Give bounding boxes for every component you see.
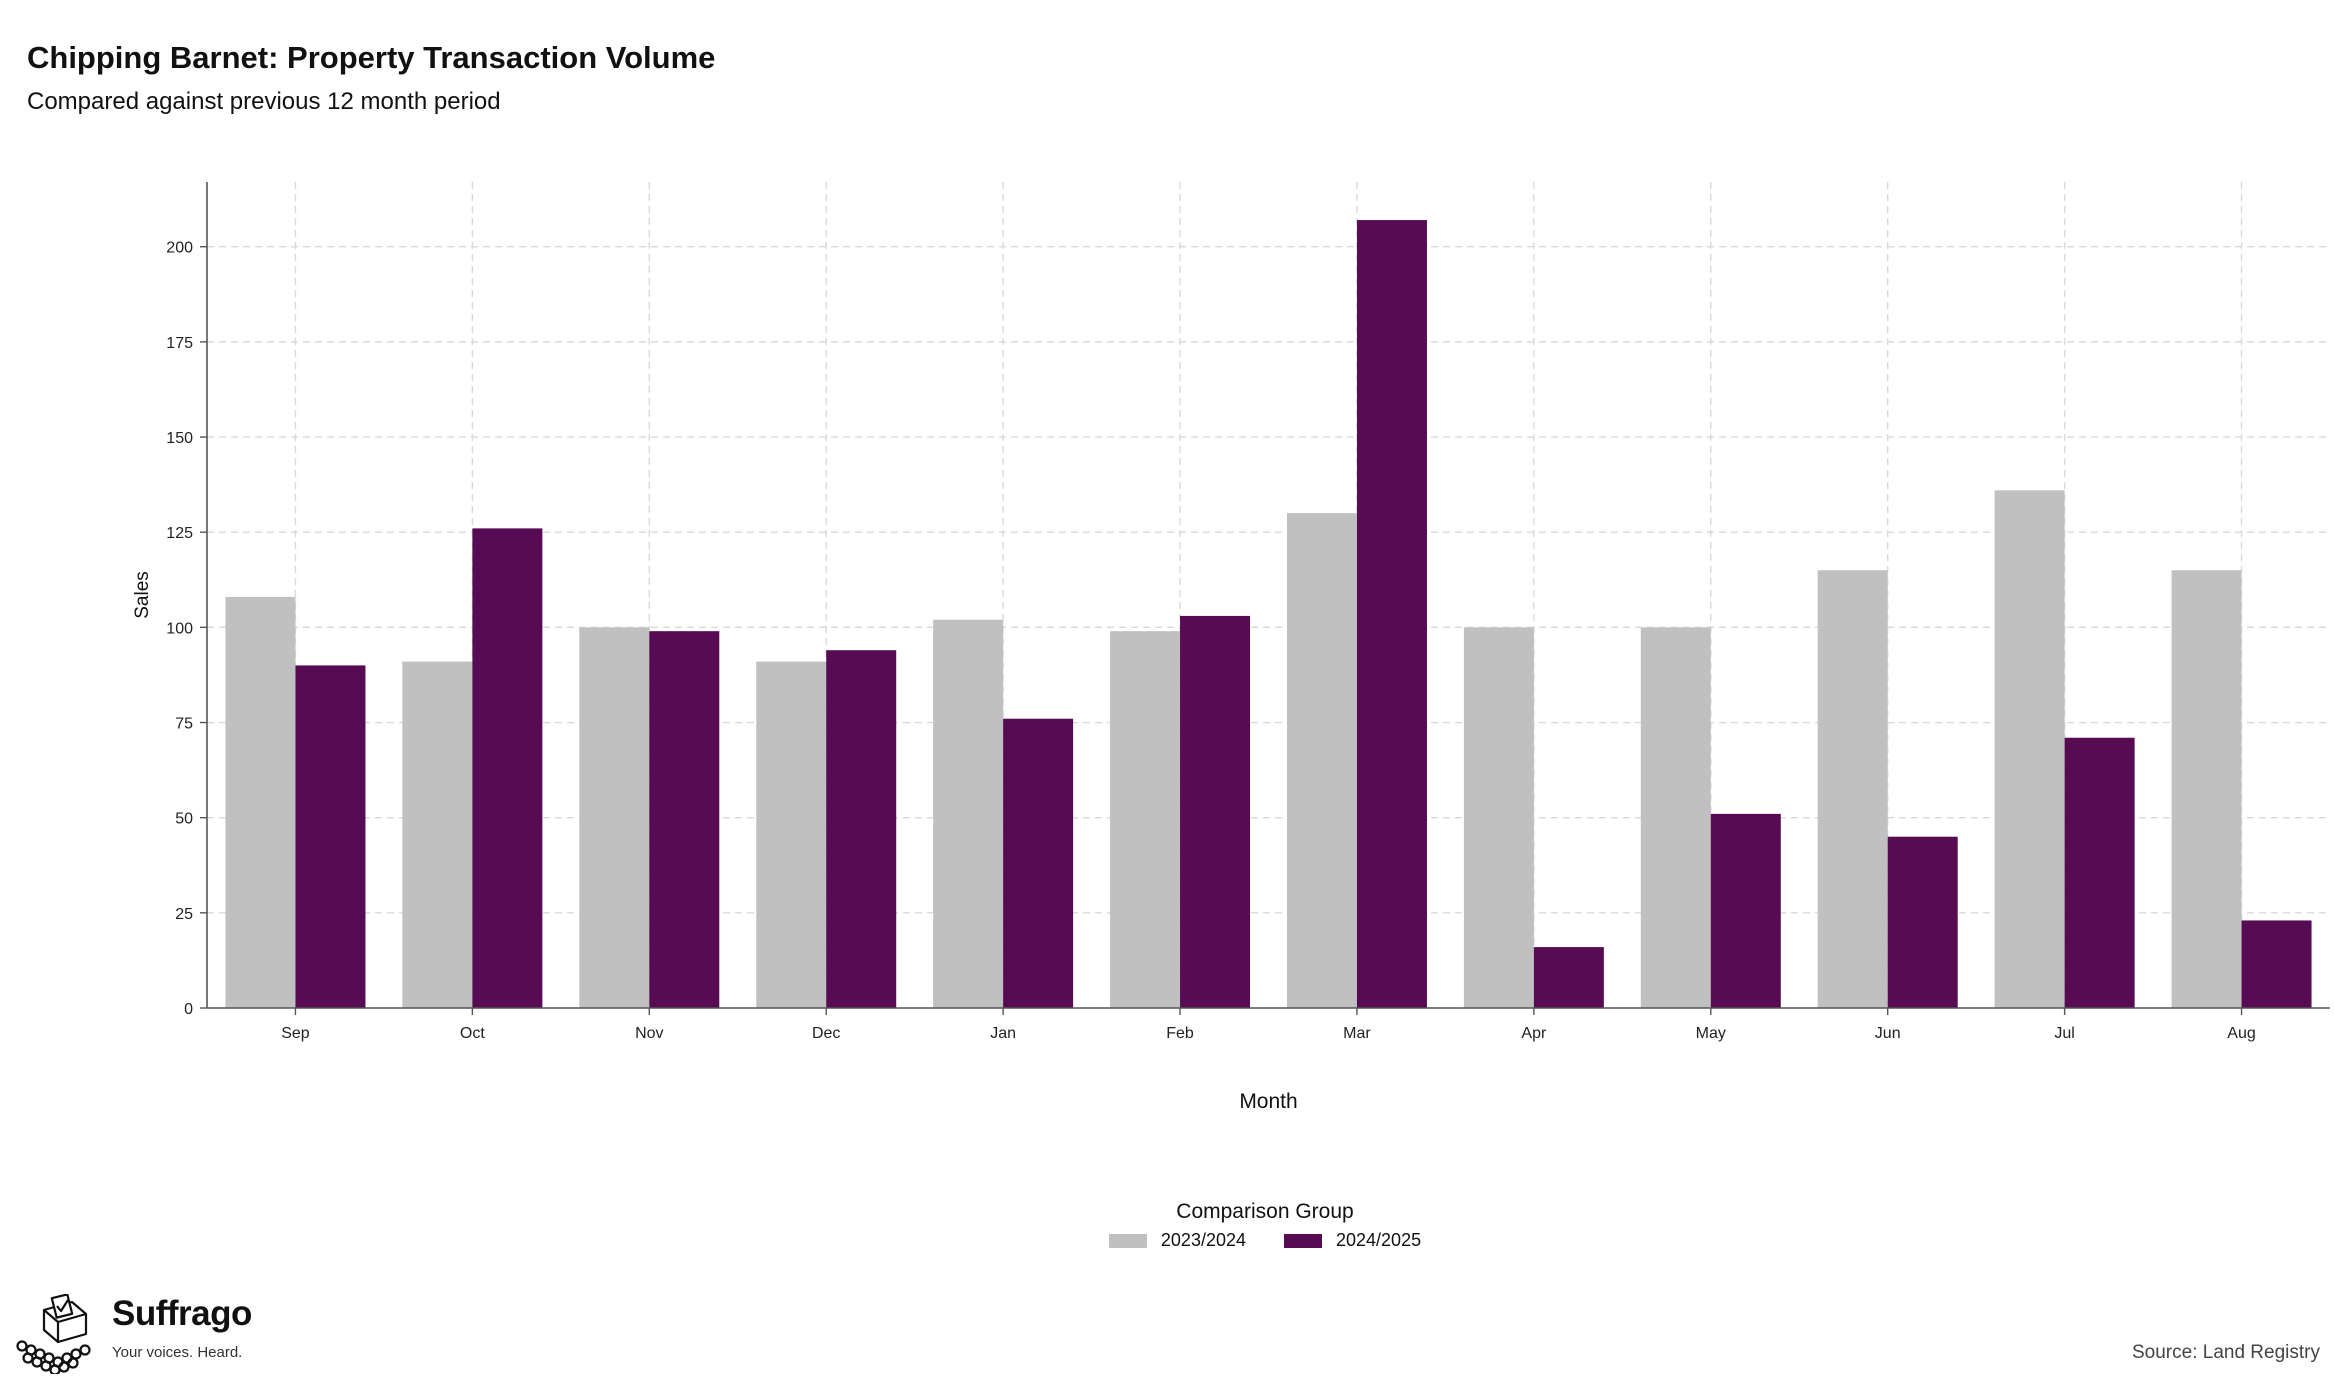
y-tick-label-200: 200 [166, 240, 193, 257]
y-tick-label-125: 125 [166, 525, 193, 542]
legend-item-2023-2024: 2023/2024 [1108, 1230, 1246, 1251]
bar-2024-2025-dec [826, 650, 897, 1008]
brand-logo: Suffrago Your voices. Heard. [14, 1294, 264, 1374]
bar-2024-2025-jun [1887, 836, 1958, 1008]
axes [200, 182, 2330, 1015]
y-tick-label-0: 0 [184, 1001, 193, 1018]
bar-2024-2025-mar [1356, 220, 1427, 1008]
chart-subtitle: Compared against previous 12 month perio… [27, 88, 501, 115]
bar-2023-2024-apr [1463, 627, 1534, 1008]
x-tick-label-jun: Jun [1875, 1025, 1901, 1042]
bar-2023-2024-mar [1286, 513, 1357, 1008]
legend-swatch-2024-2025 [1284, 1233, 1322, 1248]
bar-2024-2025-sep [295, 665, 366, 1008]
x-tick-label-mar: Mar [1343, 1025, 1371, 1042]
y-tick-label-25: 25 [175, 906, 193, 923]
x-tick-label-may: May [1696, 1025, 1726, 1042]
y-tick-label-175: 175 [166, 335, 193, 352]
brand-tagline: Your voices. Heard. [112, 1344, 243, 1361]
bar-2024-2025-oct [472, 528, 543, 1008]
y-axis-title: Sales [132, 571, 153, 619]
bar-2024-2025-aug [2241, 920, 2312, 1008]
legend-title: Comparison Group [1176, 1200, 1354, 1223]
legend-swatch-2023-2024 [1108, 1233, 1147, 1248]
x-tick-label-jul: Jul [2054, 1025, 2074, 1042]
y-tick-label-100: 100 [166, 620, 193, 637]
bar-2024-2025-apr [1533, 947, 1604, 1008]
brand-name: Suffrago [112, 1294, 252, 1333]
x-tick-label-feb: Feb [1166, 1025, 1194, 1042]
bar-2024-2025-jan [1003, 718, 1074, 1008]
legend-label-2023-2024: 2023/2024 [1160, 1230, 1246, 1250]
chart-title: Chipping Barnet: Property Transaction Vo… [27, 40, 716, 75]
bar-2023-2024-jul [1994, 490, 2065, 1008]
x-tick-label-aug: Aug [2227, 1025, 2255, 1042]
bar-2023-2024-jun [1817, 570, 1888, 1008]
bar-2024-2025-may [1710, 813, 1781, 1008]
bars [225, 220, 2312, 1008]
bar-2023-2024-feb [1110, 631, 1181, 1008]
y-tick-label-150: 150 [166, 430, 193, 447]
bar-2024-2025-jul [2064, 737, 2135, 1008]
x-tick-label-nov: Nov [635, 1025, 663, 1042]
x-tick-label-sep: Sep [281, 1025, 310, 1042]
legend-item-2024-2025: 2024/2025 [1284, 1230, 1421, 1251]
x-tick-label-jan: Jan [990, 1025, 1016, 1042]
bar-2024-2025-nov [649, 631, 720, 1008]
bar-2023-2024-dec [756, 661, 827, 1008]
x-axis-title: Month [1239, 1090, 1297, 1113]
legend-label-2024-2025: 2024/2025 [1336, 1230, 1422, 1250]
bar-2024-2025-feb [1180, 615, 1251, 1008]
bar-2023-2024-aug [2171, 570, 2242, 1008]
bar-chart: 0 25 50 75 100 125 150 175 200 Sep Oct Nov Dec Jan Feb… [132, 182, 2330, 1113]
x-tick-label-dec: Dec [812, 1025, 840, 1042]
x-tick-label-oct: Oct [460, 1025, 485, 1042]
ballot-box-icon [16, 1294, 91, 1374]
source-note: Source: Land Registry [2132, 1342, 2320, 1363]
bar-2023-2024-nov [579, 627, 650, 1008]
y-tick-label-75: 75 [175, 716, 193, 733]
bar-2023-2024-jan [933, 619, 1004, 1008]
legend: Comparison Group 2023/2024 2024/2025 [1000, 1200, 1530, 1251]
bar-2023-2024-sep [225, 596, 296, 1008]
y-tick-label-50: 50 [175, 811, 193, 828]
legend-items: 2023/2024 2024/2025 [1000, 1230, 1530, 1251]
x-tick-label-apr: Apr [1521, 1025, 1547, 1042]
bar-2023-2024-oct [402, 661, 473, 1008]
bar-2023-2024-may [1640, 627, 1711, 1008]
tick-labels: 0 25 50 75 100 125 150 175 200 Sep Oct Nov Dec Jan Feb… [166, 240, 2255, 1042]
